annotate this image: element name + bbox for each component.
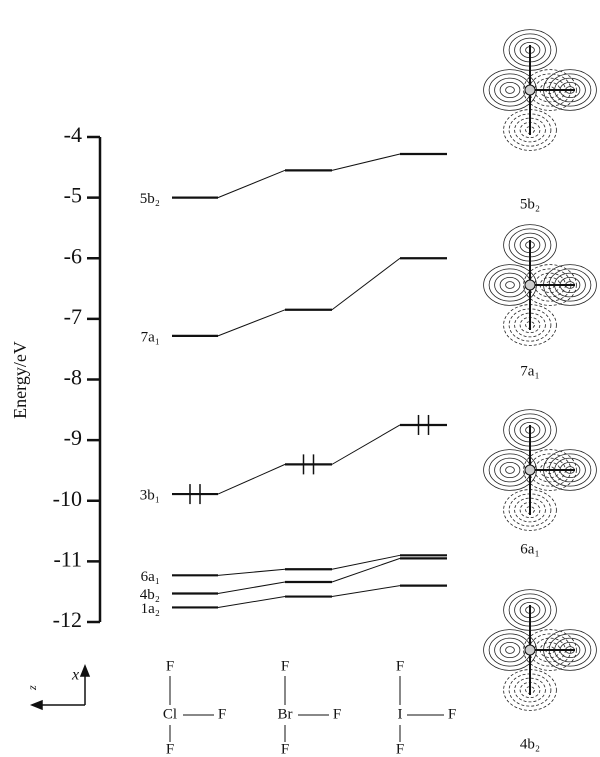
atom (525, 85, 535, 95)
y-tick-label: -6 (64, 243, 82, 268)
z-arrowhead (32, 701, 42, 709)
y-tick-label: -11 (53, 546, 82, 571)
atom (525, 465, 535, 475)
contour (500, 642, 520, 657)
y-tick-label: -10 (53, 486, 82, 511)
connector (332, 258, 400, 310)
atom-bottom: F (396, 741, 404, 757)
contour (495, 458, 526, 482)
coordinate-axes (32, 666, 89, 709)
connector (218, 170, 285, 197)
y-tick-label: -9 (64, 425, 82, 450)
contour (500, 462, 520, 477)
atom-center: Cl (163, 706, 177, 722)
connector (332, 425, 400, 464)
contour (495, 273, 526, 297)
orbital-label: 5b₂ (520, 196, 540, 212)
connector (218, 582, 285, 594)
orbital-plot (484, 30, 597, 151)
x-arrowhead (81, 666, 89, 676)
atom (525, 645, 535, 655)
orbital-plot (484, 410, 597, 531)
atom-top: F (166, 658, 174, 674)
y-tick-label: -4 (64, 122, 82, 147)
orbital-label: 6a₁ (520, 541, 539, 557)
y-tick-label: -7 (64, 304, 82, 329)
level-label: 6a₁ (141, 569, 160, 585)
orbital-label: 7a₁ (520, 363, 539, 379)
atom-center: I (398, 706, 403, 722)
atom-right: F (333, 706, 341, 722)
contour (506, 87, 515, 94)
atom-bottom: F (281, 741, 289, 757)
level-label: 1a₂ (141, 601, 160, 617)
atom-right: F (448, 706, 456, 722)
contour (500, 82, 520, 97)
z-axis-label: z (25, 685, 39, 691)
y-axis-title: Energy/eV (10, 341, 30, 419)
level-label: 5b₂ (140, 191, 160, 207)
orbital-plot (484, 225, 597, 346)
contour (506, 647, 515, 654)
atom-bottom: F (166, 741, 174, 757)
atom-center: Br (278, 706, 293, 722)
contour (495, 78, 526, 102)
atom-top: F (281, 658, 289, 674)
y-tick-label: -12 (53, 607, 82, 632)
connector (332, 586, 400, 597)
contour (500, 277, 520, 292)
atom-right: F (218, 706, 226, 722)
diagram: Energy/eV x z -12 -11 -10 -9 -8 -7 -6 -5 -4 5b₂ 7a… (0, 0, 600, 757)
atom-top: F (396, 658, 404, 674)
contour (506, 282, 515, 289)
contour (506, 467, 515, 474)
connector (218, 597, 285, 608)
connector (332, 154, 400, 170)
x-axis-label: x (71, 667, 79, 684)
level-label: 3b₁ (140, 488, 160, 504)
orbital-label: 4b₂ (520, 736, 540, 752)
orbital-plot (484, 590, 597, 711)
connector (218, 310, 285, 336)
contour (495, 638, 526, 662)
orbital-plots (484, 30, 597, 711)
level-label: 7a₁ (141, 329, 160, 345)
atom (525, 280, 535, 290)
y-tick-label: -5 (64, 183, 82, 208)
connector (218, 464, 285, 494)
connector (218, 569, 285, 575)
y-tick-label: -8 (64, 365, 82, 390)
